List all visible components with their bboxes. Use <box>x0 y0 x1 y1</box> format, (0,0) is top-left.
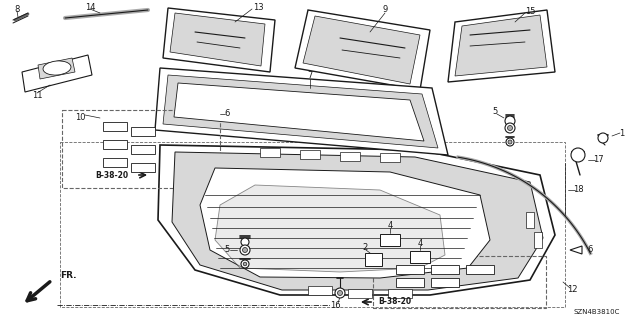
Polygon shape <box>163 75 438 148</box>
Circle shape <box>241 260 249 268</box>
Text: 17: 17 <box>593 155 604 165</box>
Circle shape <box>571 148 585 162</box>
Polygon shape <box>365 253 382 266</box>
Circle shape <box>505 123 515 133</box>
Polygon shape <box>396 265 424 274</box>
Circle shape <box>243 262 247 266</box>
Polygon shape <box>103 158 127 167</box>
Text: 13: 13 <box>253 3 263 11</box>
Polygon shape <box>348 289 372 298</box>
Polygon shape <box>570 246 582 254</box>
Circle shape <box>241 238 249 246</box>
Polygon shape <box>534 232 542 248</box>
Text: 10: 10 <box>75 113 85 122</box>
Polygon shape <box>466 265 494 274</box>
Circle shape <box>598 133 608 143</box>
Polygon shape <box>260 148 280 157</box>
Text: 7: 7 <box>307 71 313 80</box>
Text: 16: 16 <box>330 300 340 309</box>
Bar <box>373 256 546 308</box>
Polygon shape <box>455 15 547 76</box>
Text: 5: 5 <box>225 246 230 255</box>
Polygon shape <box>172 152 543 290</box>
Polygon shape <box>170 13 265 66</box>
Text: 1: 1 <box>620 129 625 137</box>
Polygon shape <box>198 111 210 117</box>
Polygon shape <box>410 251 430 263</box>
Text: 2: 2 <box>362 243 367 253</box>
Polygon shape <box>200 168 490 278</box>
Polygon shape <box>526 212 534 228</box>
Circle shape <box>508 125 513 130</box>
Polygon shape <box>308 286 332 295</box>
Text: B-38-20: B-38-20 <box>95 170 128 180</box>
Polygon shape <box>388 289 412 298</box>
Circle shape <box>508 140 512 144</box>
Text: 12: 12 <box>567 286 577 294</box>
Text: FR.: FR. <box>60 271 77 279</box>
Text: 4: 4 <box>387 221 392 231</box>
Polygon shape <box>380 234 400 246</box>
Bar <box>60 142 565 307</box>
Polygon shape <box>174 83 424 141</box>
Polygon shape <box>103 122 127 131</box>
Polygon shape <box>155 68 448 155</box>
Polygon shape <box>396 278 424 287</box>
Polygon shape <box>431 265 459 274</box>
Bar <box>62 110 220 188</box>
Polygon shape <box>215 185 445 272</box>
Text: 11: 11 <box>32 91 42 100</box>
Polygon shape <box>380 153 400 162</box>
Polygon shape <box>340 152 360 161</box>
Text: 9: 9 <box>382 5 388 14</box>
Text: B-38-20: B-38-20 <box>378 298 411 307</box>
Circle shape <box>506 138 514 146</box>
Circle shape <box>505 116 515 126</box>
Text: 8: 8 <box>14 4 20 13</box>
Text: 15: 15 <box>525 6 535 16</box>
Polygon shape <box>295 10 430 90</box>
Polygon shape <box>131 127 155 136</box>
Circle shape <box>335 288 345 298</box>
Polygon shape <box>131 163 155 172</box>
Ellipse shape <box>43 61 71 75</box>
Polygon shape <box>158 145 555 295</box>
Polygon shape <box>431 278 459 287</box>
Polygon shape <box>22 55 92 92</box>
Polygon shape <box>103 140 127 149</box>
Text: 4: 4 <box>417 239 422 248</box>
Polygon shape <box>303 16 420 84</box>
Text: SZN4B3810C: SZN4B3810C <box>573 309 620 315</box>
Circle shape <box>337 291 342 295</box>
Polygon shape <box>300 150 320 159</box>
Text: 6: 6 <box>588 246 593 255</box>
Text: 18: 18 <box>573 186 583 195</box>
Polygon shape <box>38 58 75 79</box>
Circle shape <box>243 248 248 253</box>
Polygon shape <box>131 145 155 154</box>
Text: 14: 14 <box>84 3 95 11</box>
Circle shape <box>240 245 250 255</box>
Polygon shape <box>163 8 275 72</box>
Text: 5: 5 <box>492 108 498 116</box>
Polygon shape <box>448 10 555 82</box>
Text: 6: 6 <box>224 109 230 118</box>
